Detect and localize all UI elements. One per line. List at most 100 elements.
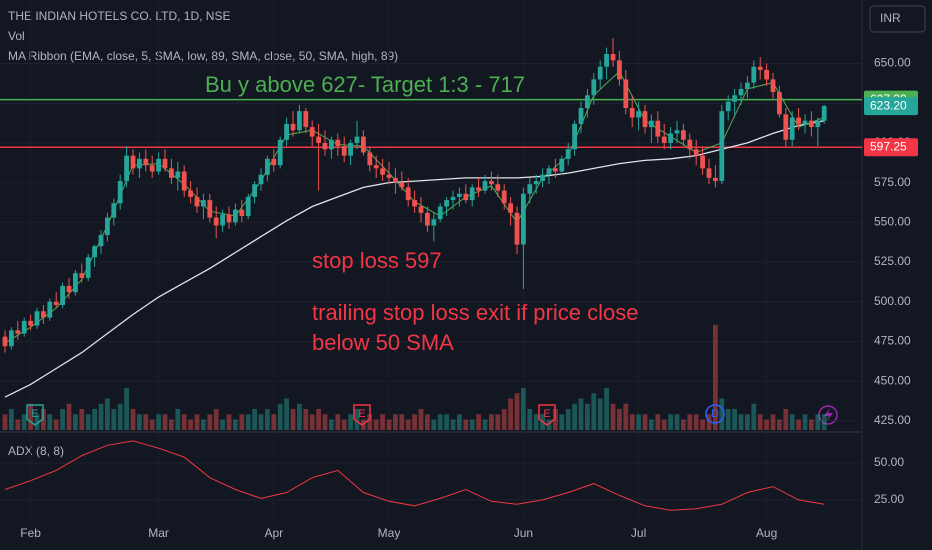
volume-bar [578,398,584,430]
volume-bar [181,414,187,430]
candle-body [578,108,584,124]
volume-bar [207,414,213,430]
candle-body [425,212,430,226]
candle-body [316,136,321,143]
candle-body [610,54,616,61]
candle-body [79,273,85,278]
candle-body [437,206,443,220]
candle-body [636,111,641,118]
candle-body [297,111,302,131]
volume-bar [431,419,437,430]
candle-body [373,165,379,169]
currency-label[interactable]: INR [880,11,901,25]
candle-body [245,196,251,216]
volume-bar [437,414,443,430]
volume-bar [821,414,827,430]
candle-body [53,301,59,305]
volume-bar [604,388,609,430]
candle-body [399,182,405,188]
volume-bar [450,419,456,430]
volume-bar [188,419,193,430]
volume-bar [527,409,533,430]
volume-bar [380,414,385,430]
candle-body [66,285,72,293]
candle-body [521,193,526,245]
volume-bar [175,409,181,430]
volume-bar [783,409,789,430]
volume-bar [9,409,14,430]
volume-bar [789,414,795,430]
moving-average-line [4,120,825,398]
x-tick-label: May [378,526,401,540]
volume-bar [636,414,641,430]
candle-body [156,158,161,172]
candle-body [719,111,725,182]
volume-bar [706,414,712,430]
candle-body [770,79,776,93]
volume-bar [194,414,200,430]
candle-body [73,273,78,293]
candle-body [181,171,187,191]
volume-bar [514,393,520,430]
candle-body [821,106,827,121]
volume-bar [85,414,91,430]
volume-bar [341,419,347,430]
volume-bar [258,414,264,430]
lightning-glyph [824,408,833,422]
candle-body [751,66,757,83]
x-tick-label: Jul [631,526,646,540]
y-tick-label: 525.00 [874,254,911,268]
candle-body [463,193,469,201]
adx-legend: ADX (8, 8) [8,444,64,458]
currency-button[interactable] [869,5,926,33]
volume-bar [623,403,629,430]
candle-body [802,120,808,124]
candle-body [597,66,603,80]
volume-bar [693,414,699,430]
volume-bar [92,409,97,430]
volume-bar [412,414,417,430]
adx-line [4,440,825,511]
candle-body [60,285,65,305]
annotation: below 50 SMA [312,330,454,355]
annotation: stop loss 597 [312,248,442,273]
candle-body [265,158,270,175]
candle-body [130,155,136,169]
volume-bar [751,403,757,430]
candle-body [34,311,40,326]
lightning-icon[interactable] [818,405,838,425]
candle-body [348,142,353,156]
volume-bar [617,409,622,430]
volume-bar [687,414,693,430]
volume-bar [655,414,661,430]
volume-bar [73,414,78,430]
volume-bar [66,403,72,430]
candle-body [457,193,462,197]
candle-body [527,184,533,194]
candle-body [175,171,181,178]
volume-bar [105,398,110,430]
candle-body [732,95,737,102]
volume-bar [137,414,142,430]
candle-body [143,158,149,166]
volume-bar [757,414,763,430]
volume-bar [764,419,769,430]
volume-bar [162,414,168,430]
volume-bar [501,409,507,430]
indicator-legend: MA Ribbon (EMA, close, 5, SMA, low, 89, … [8,49,398,63]
candle-body [124,155,129,182]
candle-body [290,123,296,131]
volume-bar [399,414,405,430]
volume-bar [79,409,85,430]
volume-bar [322,414,328,430]
candle-body [329,139,334,150]
volume-bar [674,414,680,430]
volume-bar [213,409,219,430]
candle-body [489,181,494,185]
volume-bar [444,414,449,430]
candle-body [380,168,385,175]
candle-body [642,111,648,128]
volume-bar [418,409,424,430]
candle-body [220,214,225,226]
volume-bar [124,388,129,430]
